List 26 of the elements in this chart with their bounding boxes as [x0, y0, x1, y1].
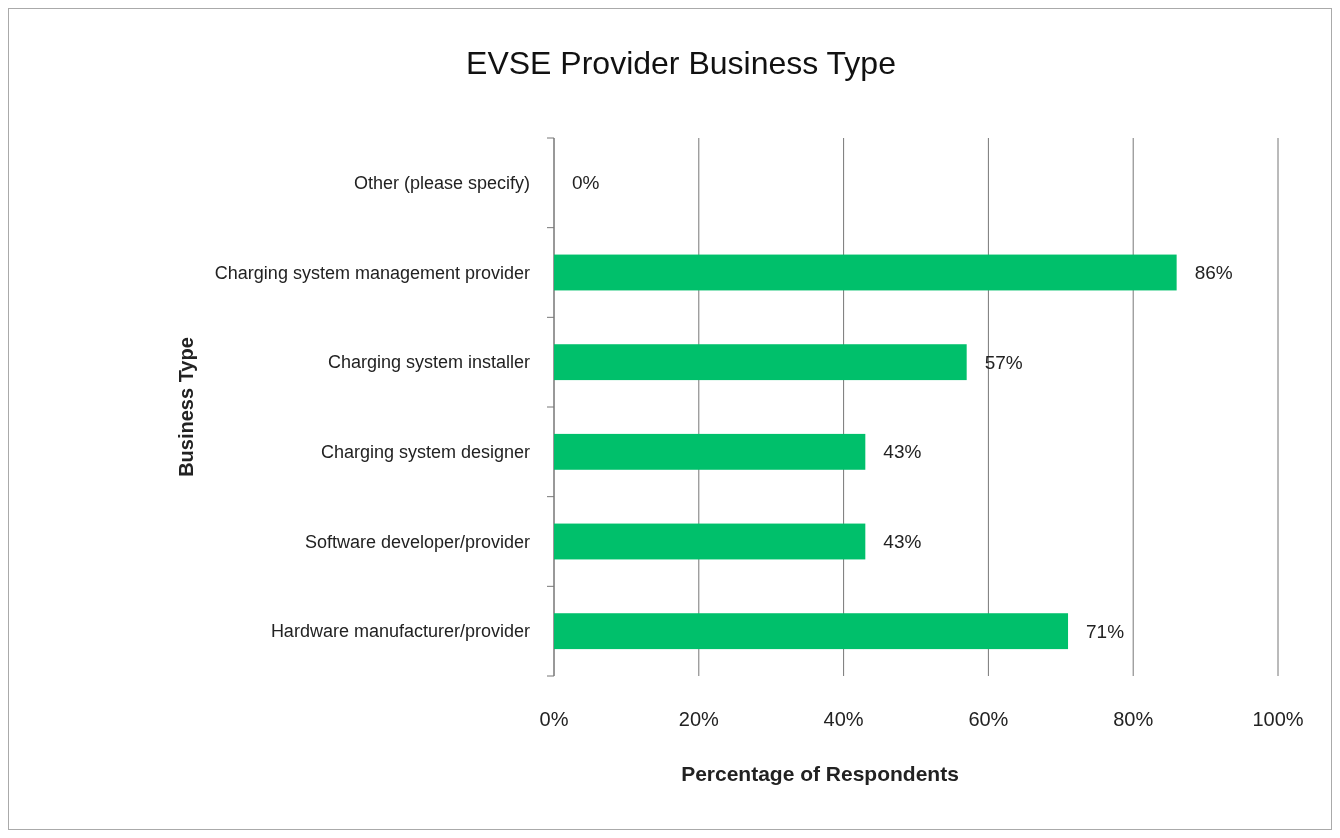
x-tick-label: 40% — [823, 708, 864, 730]
y-tick-label: Other (please specify) — [353, 173, 530, 194]
y-tick-label: Charging system designer — [320, 442, 530, 463]
bar — [554, 433, 866, 470]
bar — [554, 254, 1177, 291]
data-label: 43% — [883, 441, 922, 463]
data-label: 43% — [883, 531, 922, 553]
y-tick-label: Hardware manufacturer/provider — [270, 621, 530, 642]
data-label: 0% — [572, 172, 600, 194]
data-label: 86% — [1194, 262, 1233, 284]
chart-title: EVSE Provider Business Type — [466, 45, 896, 81]
x-tick-label: 0% — [539, 708, 569, 730]
x-axis-title: Percentage of Respondents — [681, 762, 959, 785]
bar — [554, 344, 967, 381]
x-tick-label: 80% — [1113, 708, 1154, 730]
x-tick-label: 60% — [968, 708, 1009, 730]
x-tick-label: 100% — [1252, 708, 1304, 730]
y-tick-label: Charging system installer — [327, 352, 531, 373]
data-label: 57% — [984, 351, 1023, 373]
bar — [554, 613, 1069, 650]
x-tick-label: 20% — [678, 708, 720, 730]
y-tick-label: Charging system management provider — [214, 262, 530, 283]
y-tick-label: Software developer/provider — [304, 531, 530, 552]
y-axis-title: Business Type — [175, 337, 197, 477]
data-label: 71% — [1086, 620, 1125, 642]
bar — [554, 523, 866, 560]
